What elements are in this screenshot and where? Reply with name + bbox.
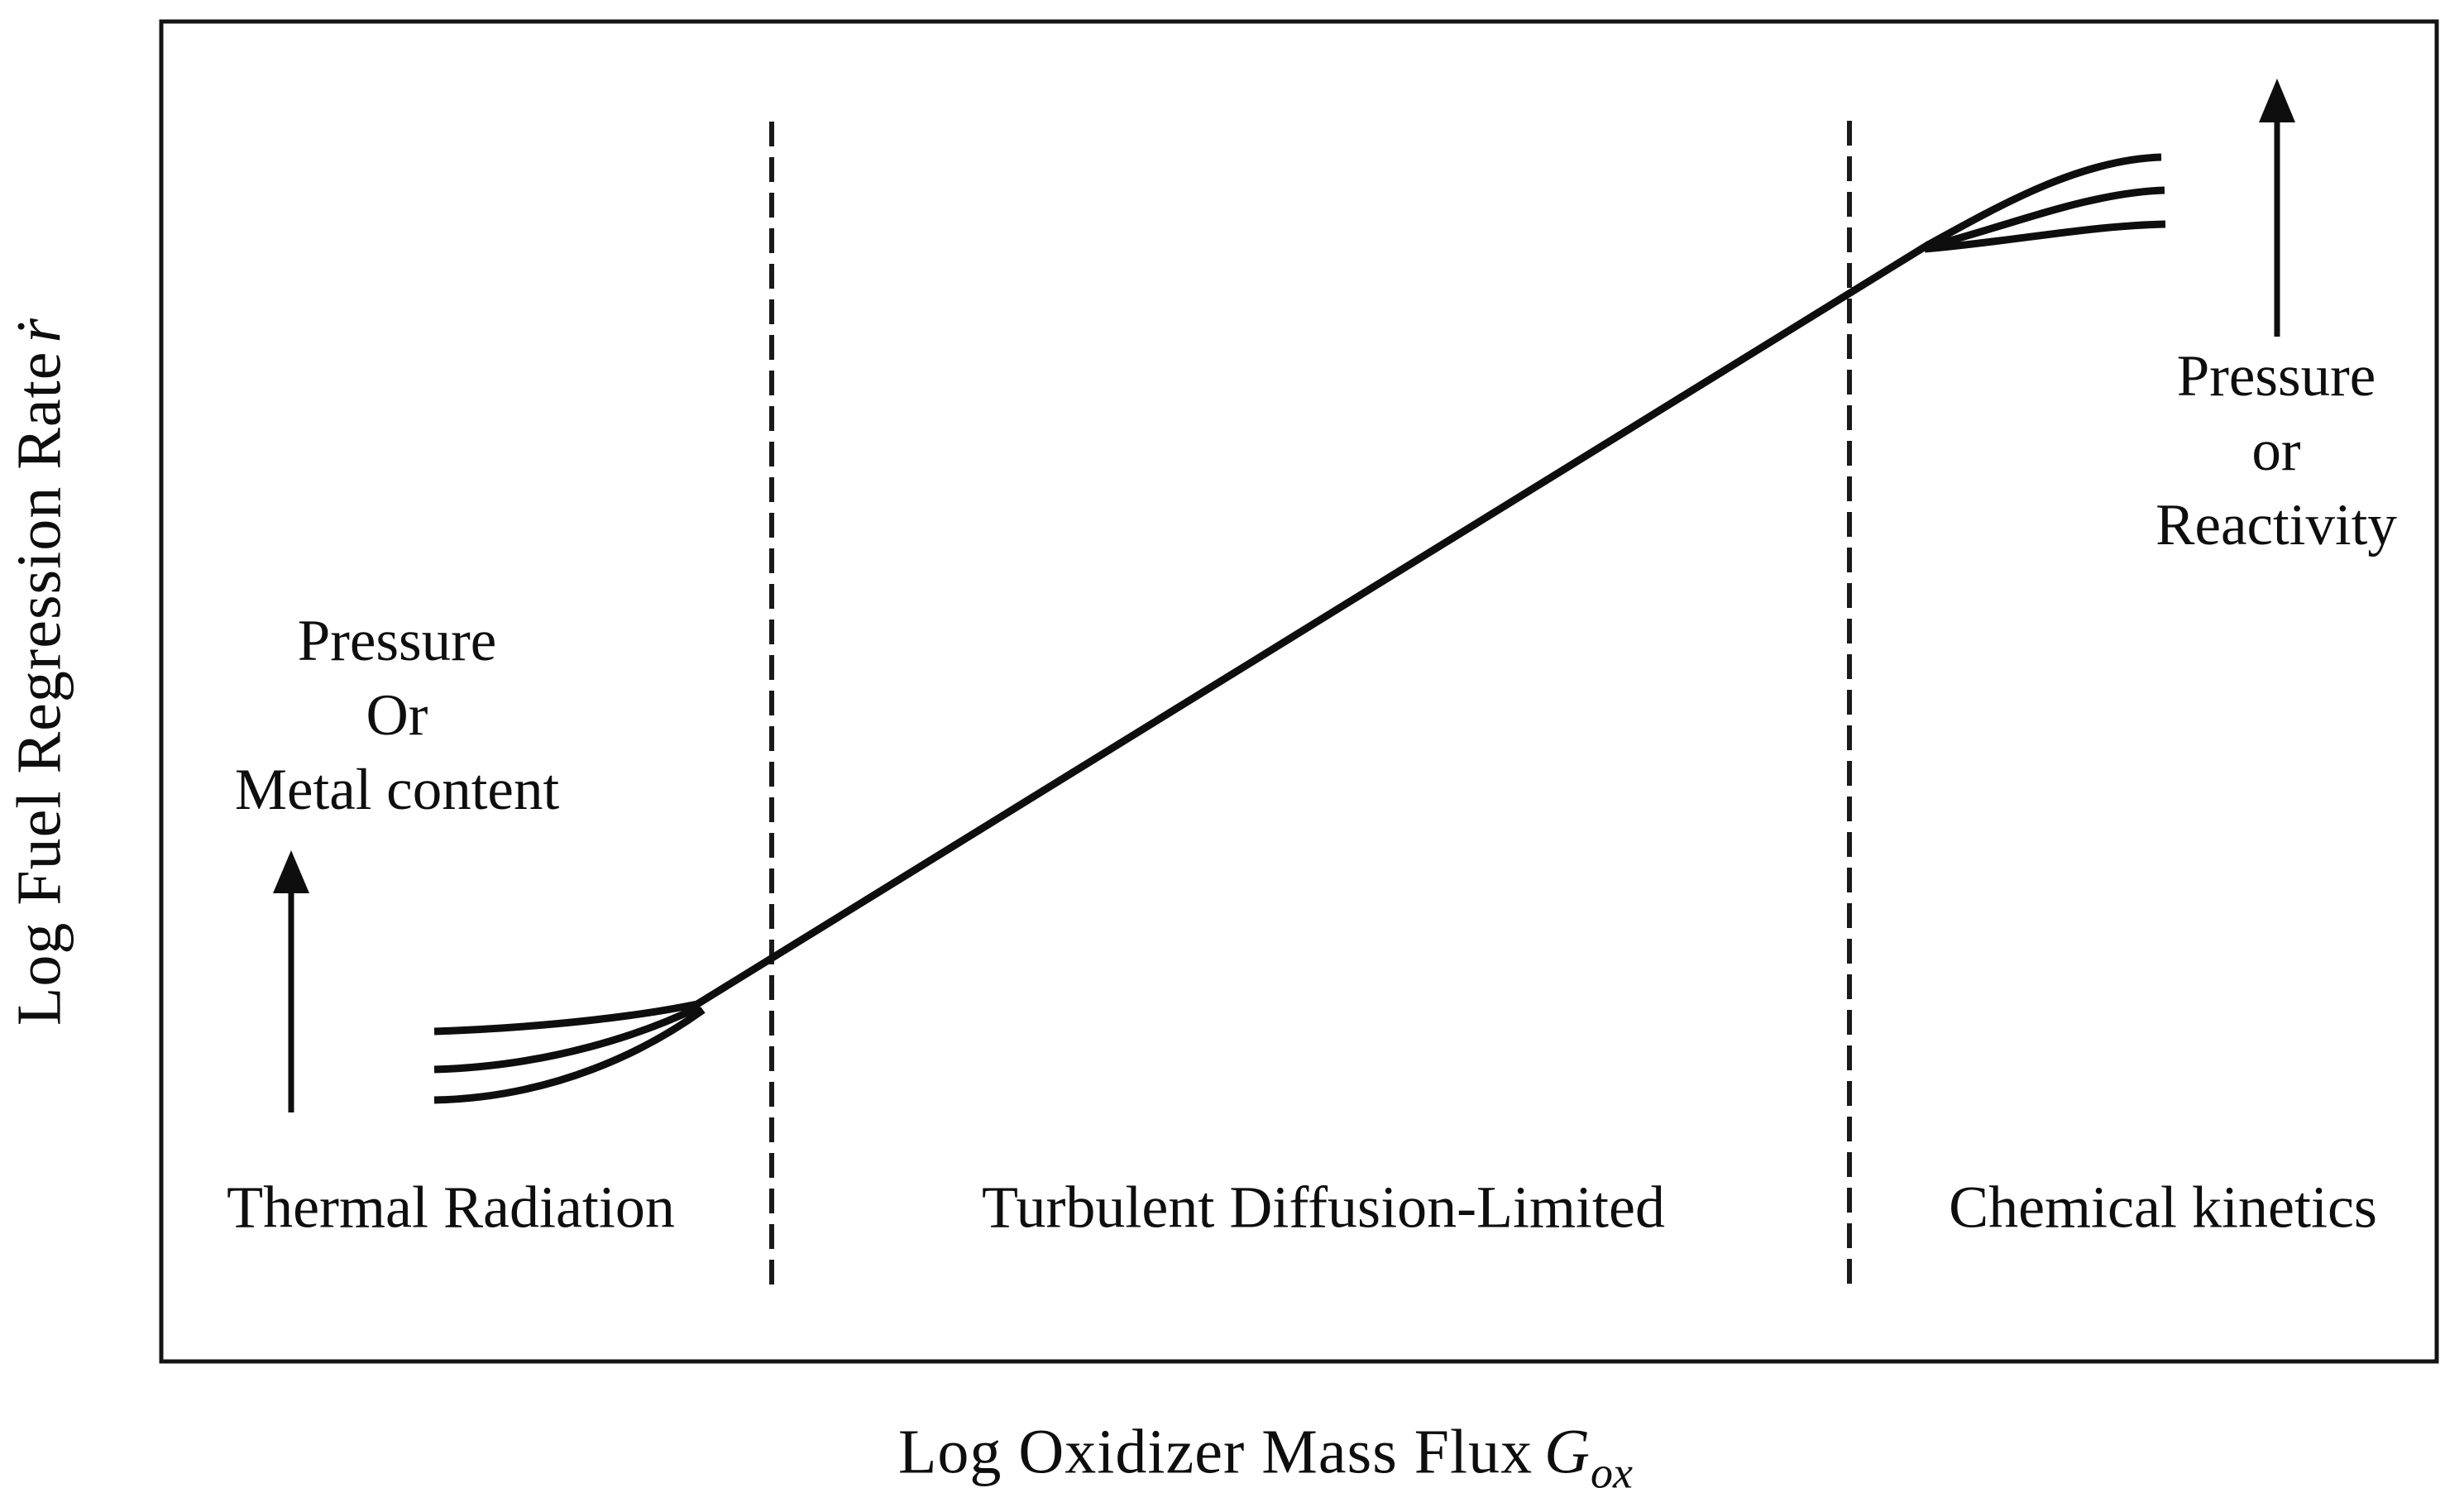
- region-label-chemical-kinetics: Chemical kinetics: [1949, 1174, 2377, 1241]
- x-axis-label: Log Oxidizer Mass Flux Gox: [898, 1417, 1633, 1499]
- plot-frame: [159, 19, 2439, 1364]
- annotation-right-line3: Reactivity: [2155, 493, 2397, 557]
- low-flux-middle-curve: [433, 1002, 701, 1074]
- y-axis-label: Log Fuel Regression Rate ṙ: [4, 318, 76, 1026]
- annotation-pressure-or-reactivity: Pressure or Reactivity: [2155, 339, 2397, 562]
- high-flux-upper-curve: [1926, 153, 2162, 248]
- low-flux-curve-fan: [433, 1000, 706, 1104]
- up-arrow-left-head-icon: [273, 850, 309, 893]
- high-flux-lower-curve: [1924, 220, 2166, 253]
- low-flux-upper-curve: [433, 1000, 698, 1036]
- y-axis-symbol-rdot: ṙ: [4, 317, 74, 343]
- annotation-right-line1: Pressure: [2176, 344, 2376, 409]
- x-axis-symbol-g: G: [1544, 1417, 1591, 1487]
- x-axis-symbol-subscript: ox: [1591, 1447, 1634, 1498]
- up-arrow-left: [273, 850, 309, 1112]
- up-arrow-right-head-icon: [2259, 79, 2295, 122]
- region-label-thermal-radiation: Thermal Radiation: [227, 1174, 675, 1241]
- x-axis-label-text: Log Oxidizer Mass Flux: [897, 1417, 1533, 1487]
- y-axis-label-text: Log Fuel Regression Rate: [4, 351, 74, 1026]
- region-label-turbulent-diffusion-limited: Turbulent Diffusion-Limited: [982, 1174, 1665, 1241]
- high-flux-middle-curve: [1925, 186, 2165, 251]
- annotation-left-line3: Metal content: [234, 758, 560, 822]
- up-arrow-right: [2259, 79, 2295, 337]
- diffusion-limited-line: [693, 241, 1932, 1008]
- high-flux-curve-fan: [1924, 153, 2166, 253]
- annotation-left-line1: Pressure: [297, 609, 497, 673]
- annotation-left-line2: Or: [366, 683, 428, 748]
- low-flux-lower-curve: [433, 1007, 706, 1104]
- annotation-right-line2: or: [2251, 419, 2301, 483]
- annotation-pressure-or-metal-content: Pressure Or Metal content: [235, 604, 559, 827]
